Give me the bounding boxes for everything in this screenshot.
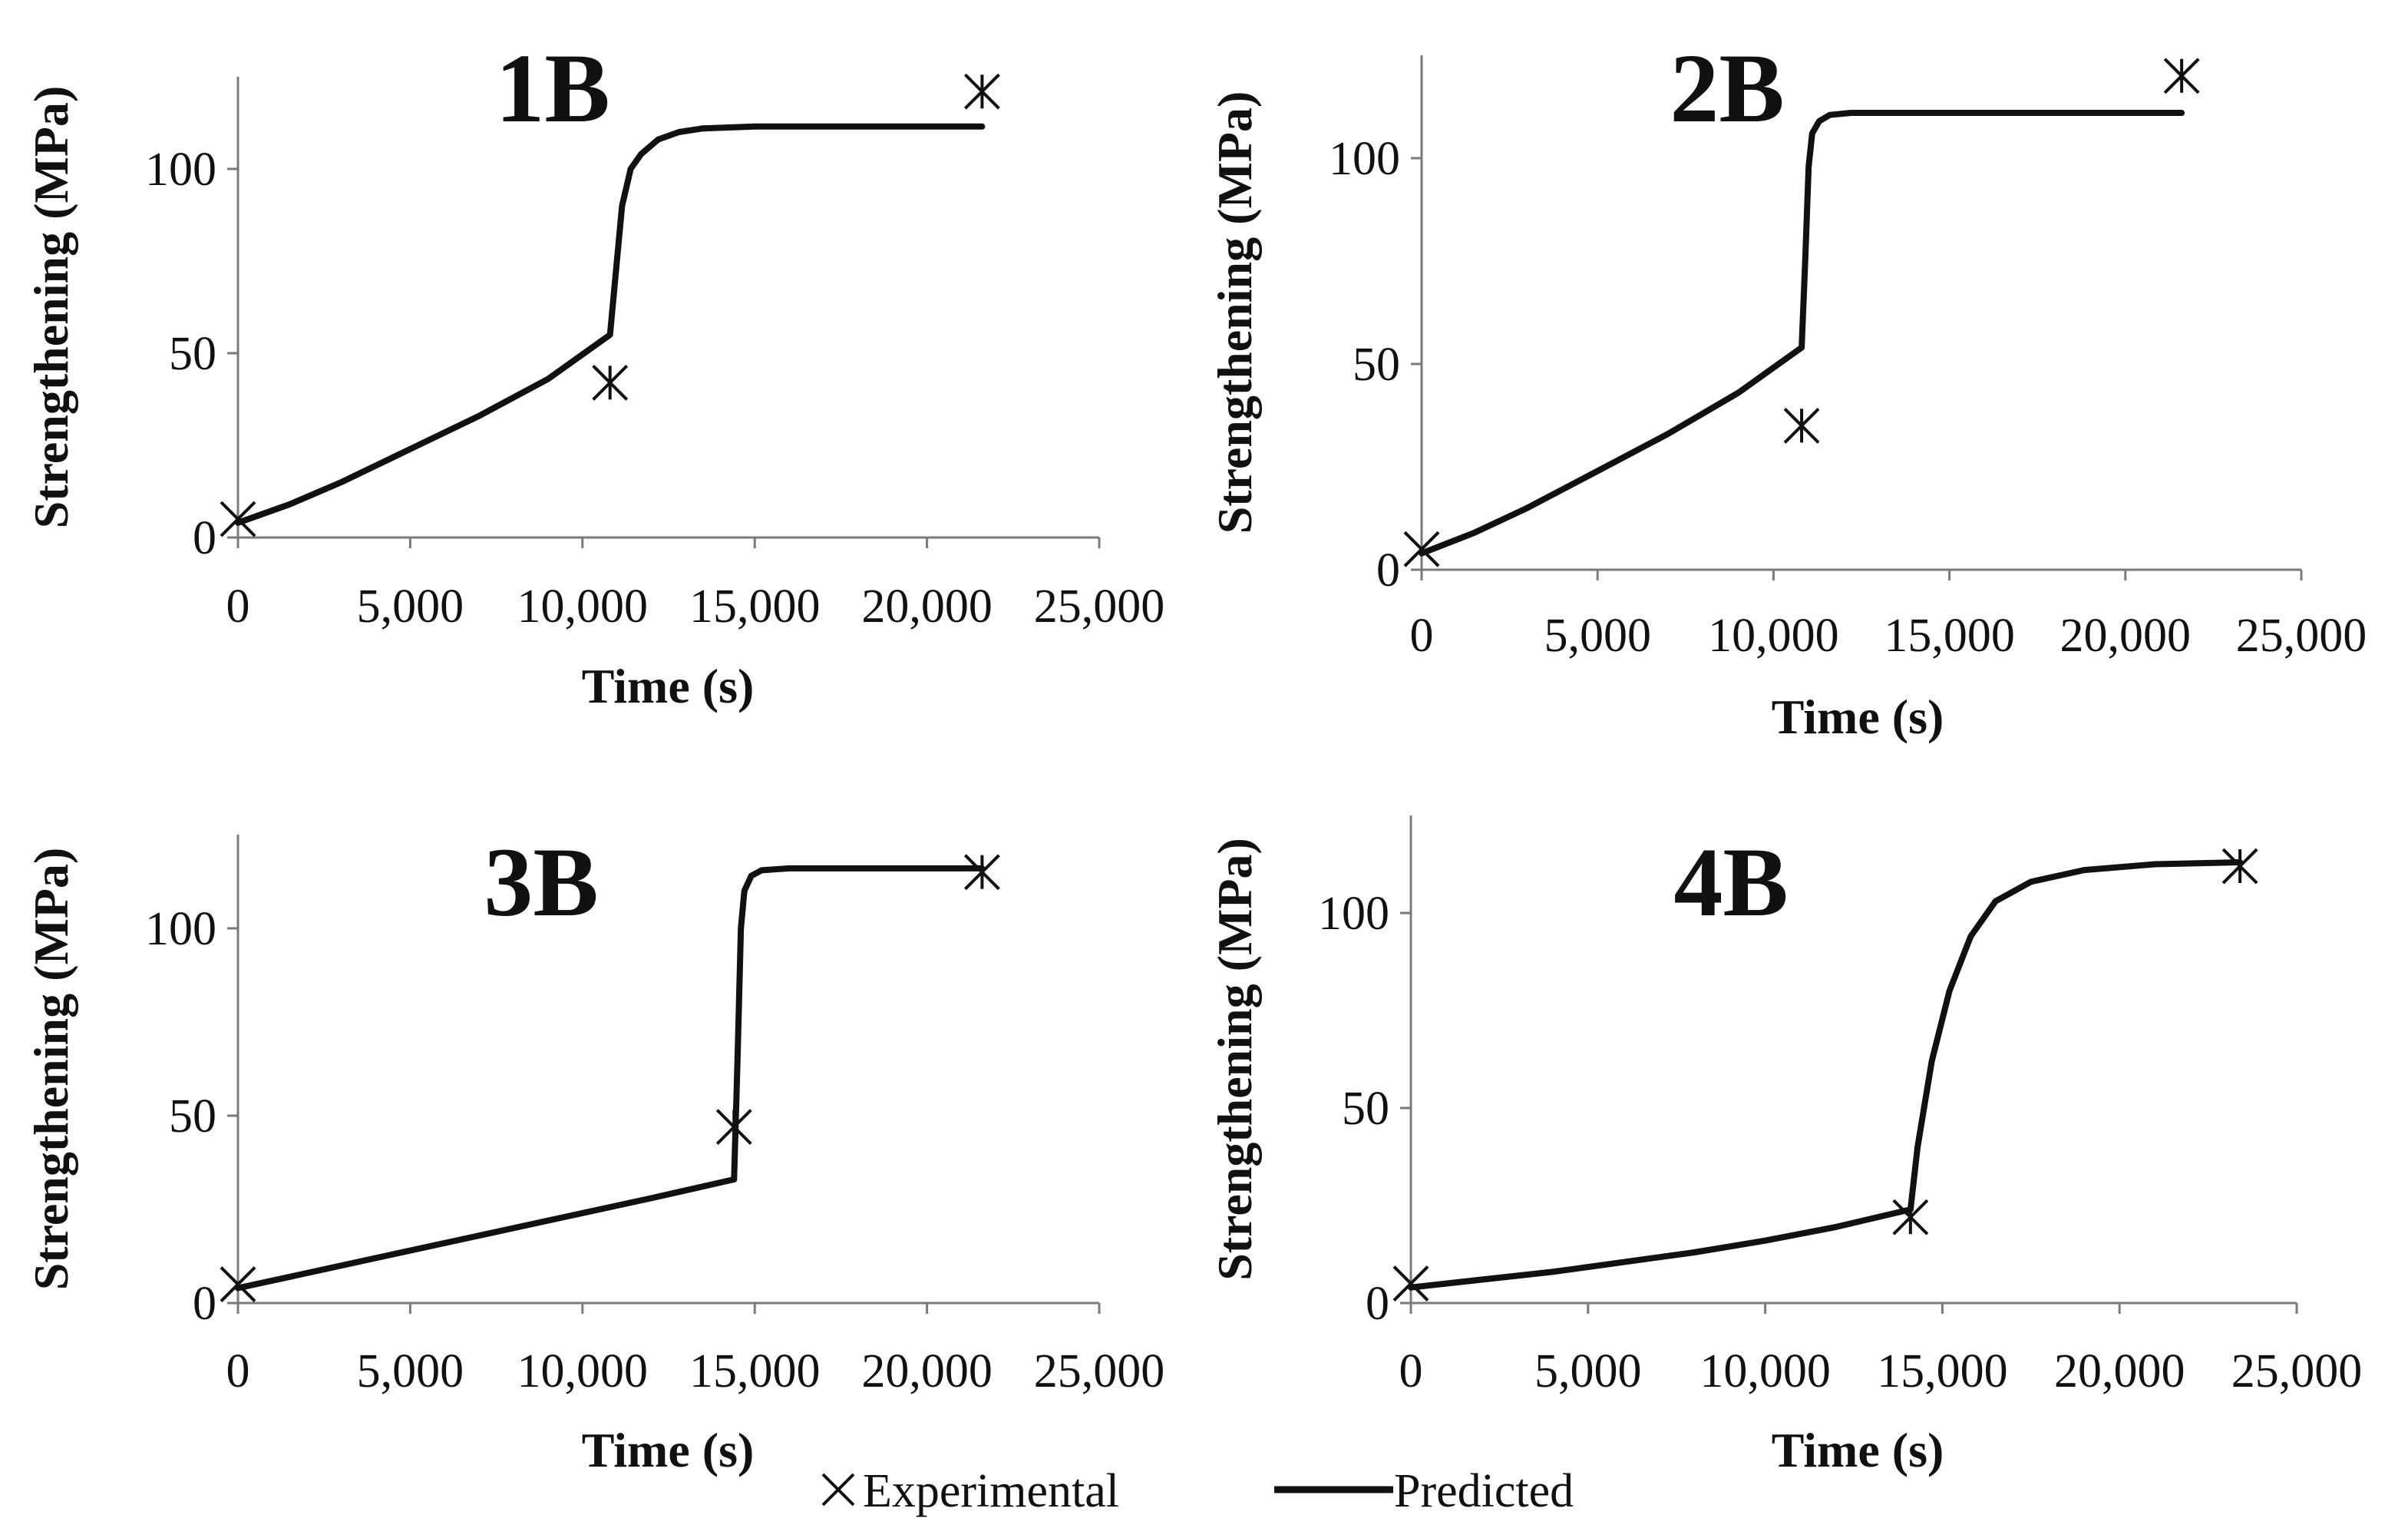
x-axis-title: Time (s) [1772,1423,1944,1477]
predicted-series-line [235,123,986,526]
x-tick-label: 0 [226,580,250,633]
x-tick-label: 15,000 [689,580,821,633]
x-tick-label: 15,000 [1877,1345,2008,1397]
x-tick-label: 0 [226,1345,250,1397]
y-tick-label: 0 [193,512,216,564]
chart-panel-1B: 0 50 100 0 5,000 10,000 15,000 20,000 25,000 Time… [24,34,1164,713]
x-tick-label: 0 [1399,1345,1423,1397]
x-tick-label: 20,000 [2060,610,2192,662]
marker-stroke [220,501,256,537]
y-tick-label: 0 [1376,544,1400,597]
panel-title: 3B [484,828,598,937]
y-axis-title: Strengthening (MPa) [1207,838,1262,1281]
y-tick-label: 0 [1366,1278,1389,1330]
x-tick-label: 15,000 [1884,610,2015,662]
x-tick-label: 5,000 [357,580,464,633]
marker-stroke [220,1266,256,1303]
marker-stroke [1392,1265,1429,1302]
chart-panel-4B: 0 50 100 0 5,000 10,000 15,000 20,000 25,000 Time… [1207,815,2362,1477]
experimental-point [2163,58,2200,94]
experimental-point [220,1266,256,1303]
x-tick-label: 25,000 [2231,1345,2363,1397]
x-tick-label: 10,000 [517,580,649,633]
x-tick-label: 5,000 [357,1345,464,1397]
x-tick-label: 20,000 [861,580,993,633]
y-tick-label: 50 [169,1090,216,1143]
y-tick-label: 50 [1353,339,1400,391]
experimental-point [220,501,256,537]
marker-stroke [1403,531,1440,567]
y-axis-title: Strengthening (MPa) [24,86,78,529]
x-axis-title: Time (s) [1772,690,1944,744]
y-axis-title: Strengthening (MPa) [24,848,78,1291]
y-tick-label: 100 [1329,133,1400,185]
y-tick-label: 50 [1342,1083,1389,1135]
experimental-point [1392,1265,1429,1302]
legend-experimental-label: Experimental [863,1465,1119,1517]
y-tick-label: 0 [193,1278,216,1330]
x-tick-label: 20,000 [2054,1345,2185,1397]
experimental-point [963,73,1000,110]
experimental-point [715,1109,752,1146]
x-tick-label: 25,000 [1034,1345,1165,1397]
legend: Experimental Predicted [821,1465,1574,1517]
experimental-point [592,364,629,401]
x-tick-label: 10,000 [1708,610,1839,662]
x-tick-label: 15,000 [689,1345,821,1397]
y-tick-label: 100 [1318,888,1389,940]
y-tick-label: 100 [145,144,216,196]
x-tick-label: 10,000 [1699,1345,1831,1397]
experimental-point [1403,531,1440,567]
panel-title: 4B [1673,828,1788,937]
predicted-series-line [1408,859,2244,1291]
predicted-series-line [1419,110,2185,557]
x-axis-title: Time (s) [582,1423,755,1477]
x-tick-label: 20,000 [861,1345,993,1397]
experimental-point [2221,848,2258,885]
y-tick-label: 100 [145,903,216,955]
legend-experimental-marker [821,1473,855,1507]
chart-panels: 0 50 100 0 5,000 10,000 15,000 20,000 25,000 Time… [24,34,2367,1477]
x-axis-title: Time (s) [582,659,755,713]
experimental-point [1892,1199,1929,1235]
x-tick-label: 5,000 [1534,1345,1642,1397]
x-tick-label: 25,000 [2236,610,2367,662]
y-axis-title: Strengthening (MPa) [1207,91,1262,534]
panel-title: 2B [1670,34,1784,143]
predicted-series-line [235,865,986,1292]
panel-title: 1B [495,34,609,143]
x-tick-label: 5,000 [1544,610,1651,662]
chart-panel-2B: 0 50 100 0 5,000 10,000 15,000 20,000 25,000 Time… [1207,34,2367,744]
x-tick-label: 25,000 [1034,580,1165,633]
x-tick-label: 10,000 [517,1345,649,1397]
y-tick-label: 50 [169,328,216,380]
x-tick-label: 0 [1410,610,1434,662]
chart-panel-3B: 0 50 100 0 5,000 10,000 15,000 20,000 25,000 Time… [24,828,1164,1477]
experimental-point [963,854,1000,891]
legend-predicted-label: Predicted [1394,1465,1574,1517]
experimental-point [1783,407,1820,444]
